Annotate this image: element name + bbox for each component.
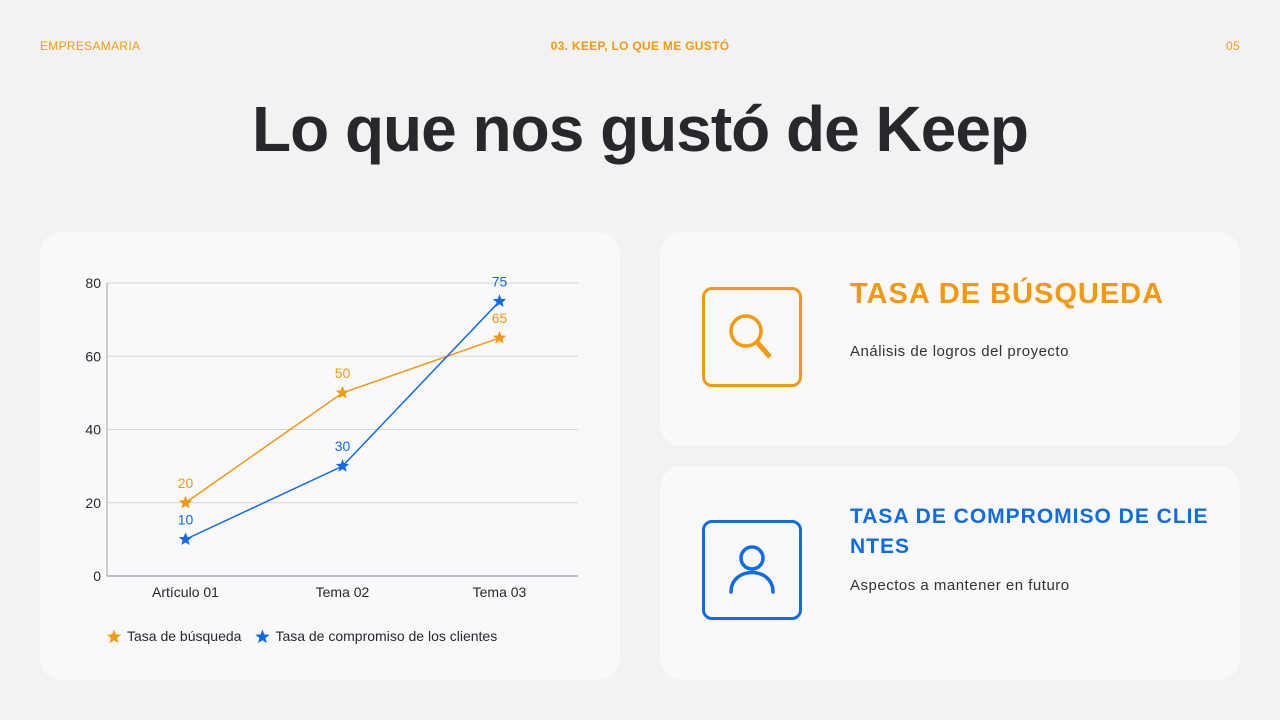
- page-title: Lo que nos gustó de Keep: [251, 93, 1029, 165]
- star-marker-icon: [335, 385, 350, 399]
- section-label: 03. KEEP, LO QUE ME GUSTÓ: [550, 39, 730, 53]
- search-icon-box: [702, 287, 802, 387]
- card-title: TASA DE COMPROMISO DE CLIENTES: [850, 505, 1209, 558]
- user-icon: [729, 545, 775, 594]
- data-label: 30: [335, 438, 351, 454]
- series-line: [185, 337, 500, 504]
- data-label: 10: [178, 511, 194, 527]
- brand-label: EMPRESAMARIA: [40, 39, 141, 53]
- search-rate-card: TASA DE BÚSQUEDA Análisis de logros del …: [660, 232, 1240, 446]
- star-marker-icon: [335, 459, 350, 472]
- x-tick-label: Tema 02: [316, 584, 370, 600]
- page-number: 05: [1226, 39, 1240, 53]
- line-chart: 0 20 40 60 80 Artículo 01 Tema 02 Tema 03 20 50 65…: [85, 273, 578, 644]
- legend-label: Tasa de búsqueda: [127, 628, 242, 644]
- card-title: TASA DE BÚSQUEDA: [850, 278, 1165, 310]
- y-tick-label: 80: [85, 275, 101, 291]
- data-label: 50: [335, 365, 351, 381]
- series-line: [185, 300, 501, 541]
- card-description: Aspectos a mantener en futuro: [850, 577, 1070, 594]
- user-icon-box: [702, 520, 802, 620]
- client-engagement-card: TASA DE COMPROMISO DE CLIENTES Aspectos …: [660, 466, 1240, 680]
- card-description: Análisis de logros del proyecto: [850, 343, 1069, 360]
- legend-label: Tasa de compromiso de los clientes: [275, 628, 497, 644]
- star-marker-icon: [492, 294, 507, 307]
- data-label: 65: [492, 310, 508, 326]
- y-tick-label: 60: [85, 348, 101, 364]
- data-label: 20: [178, 475, 194, 491]
- star-marker-icon: [178, 532, 193, 545]
- legend-star-icon: [106, 629, 122, 644]
- star-marker-icon: [178, 495, 193, 509]
- legend-star-icon: [255, 629, 270, 644]
- x-tick-label: Tema 03: [473, 584, 527, 600]
- search-icon: [729, 314, 772, 359]
- x-tick-label: Artículo 01: [152, 584, 219, 600]
- y-tick-label: 40: [85, 422, 101, 438]
- chart-card: 0 20 40 60 80 Artículo 01 Tema 02 Tema 03 20 50 65…: [40, 232, 620, 680]
- y-tick-label: 0: [93, 568, 101, 584]
- data-label: 75: [492, 273, 508, 289]
- star-marker-icon: [492, 330, 507, 344]
- y-tick-label: 20: [85, 495, 101, 511]
